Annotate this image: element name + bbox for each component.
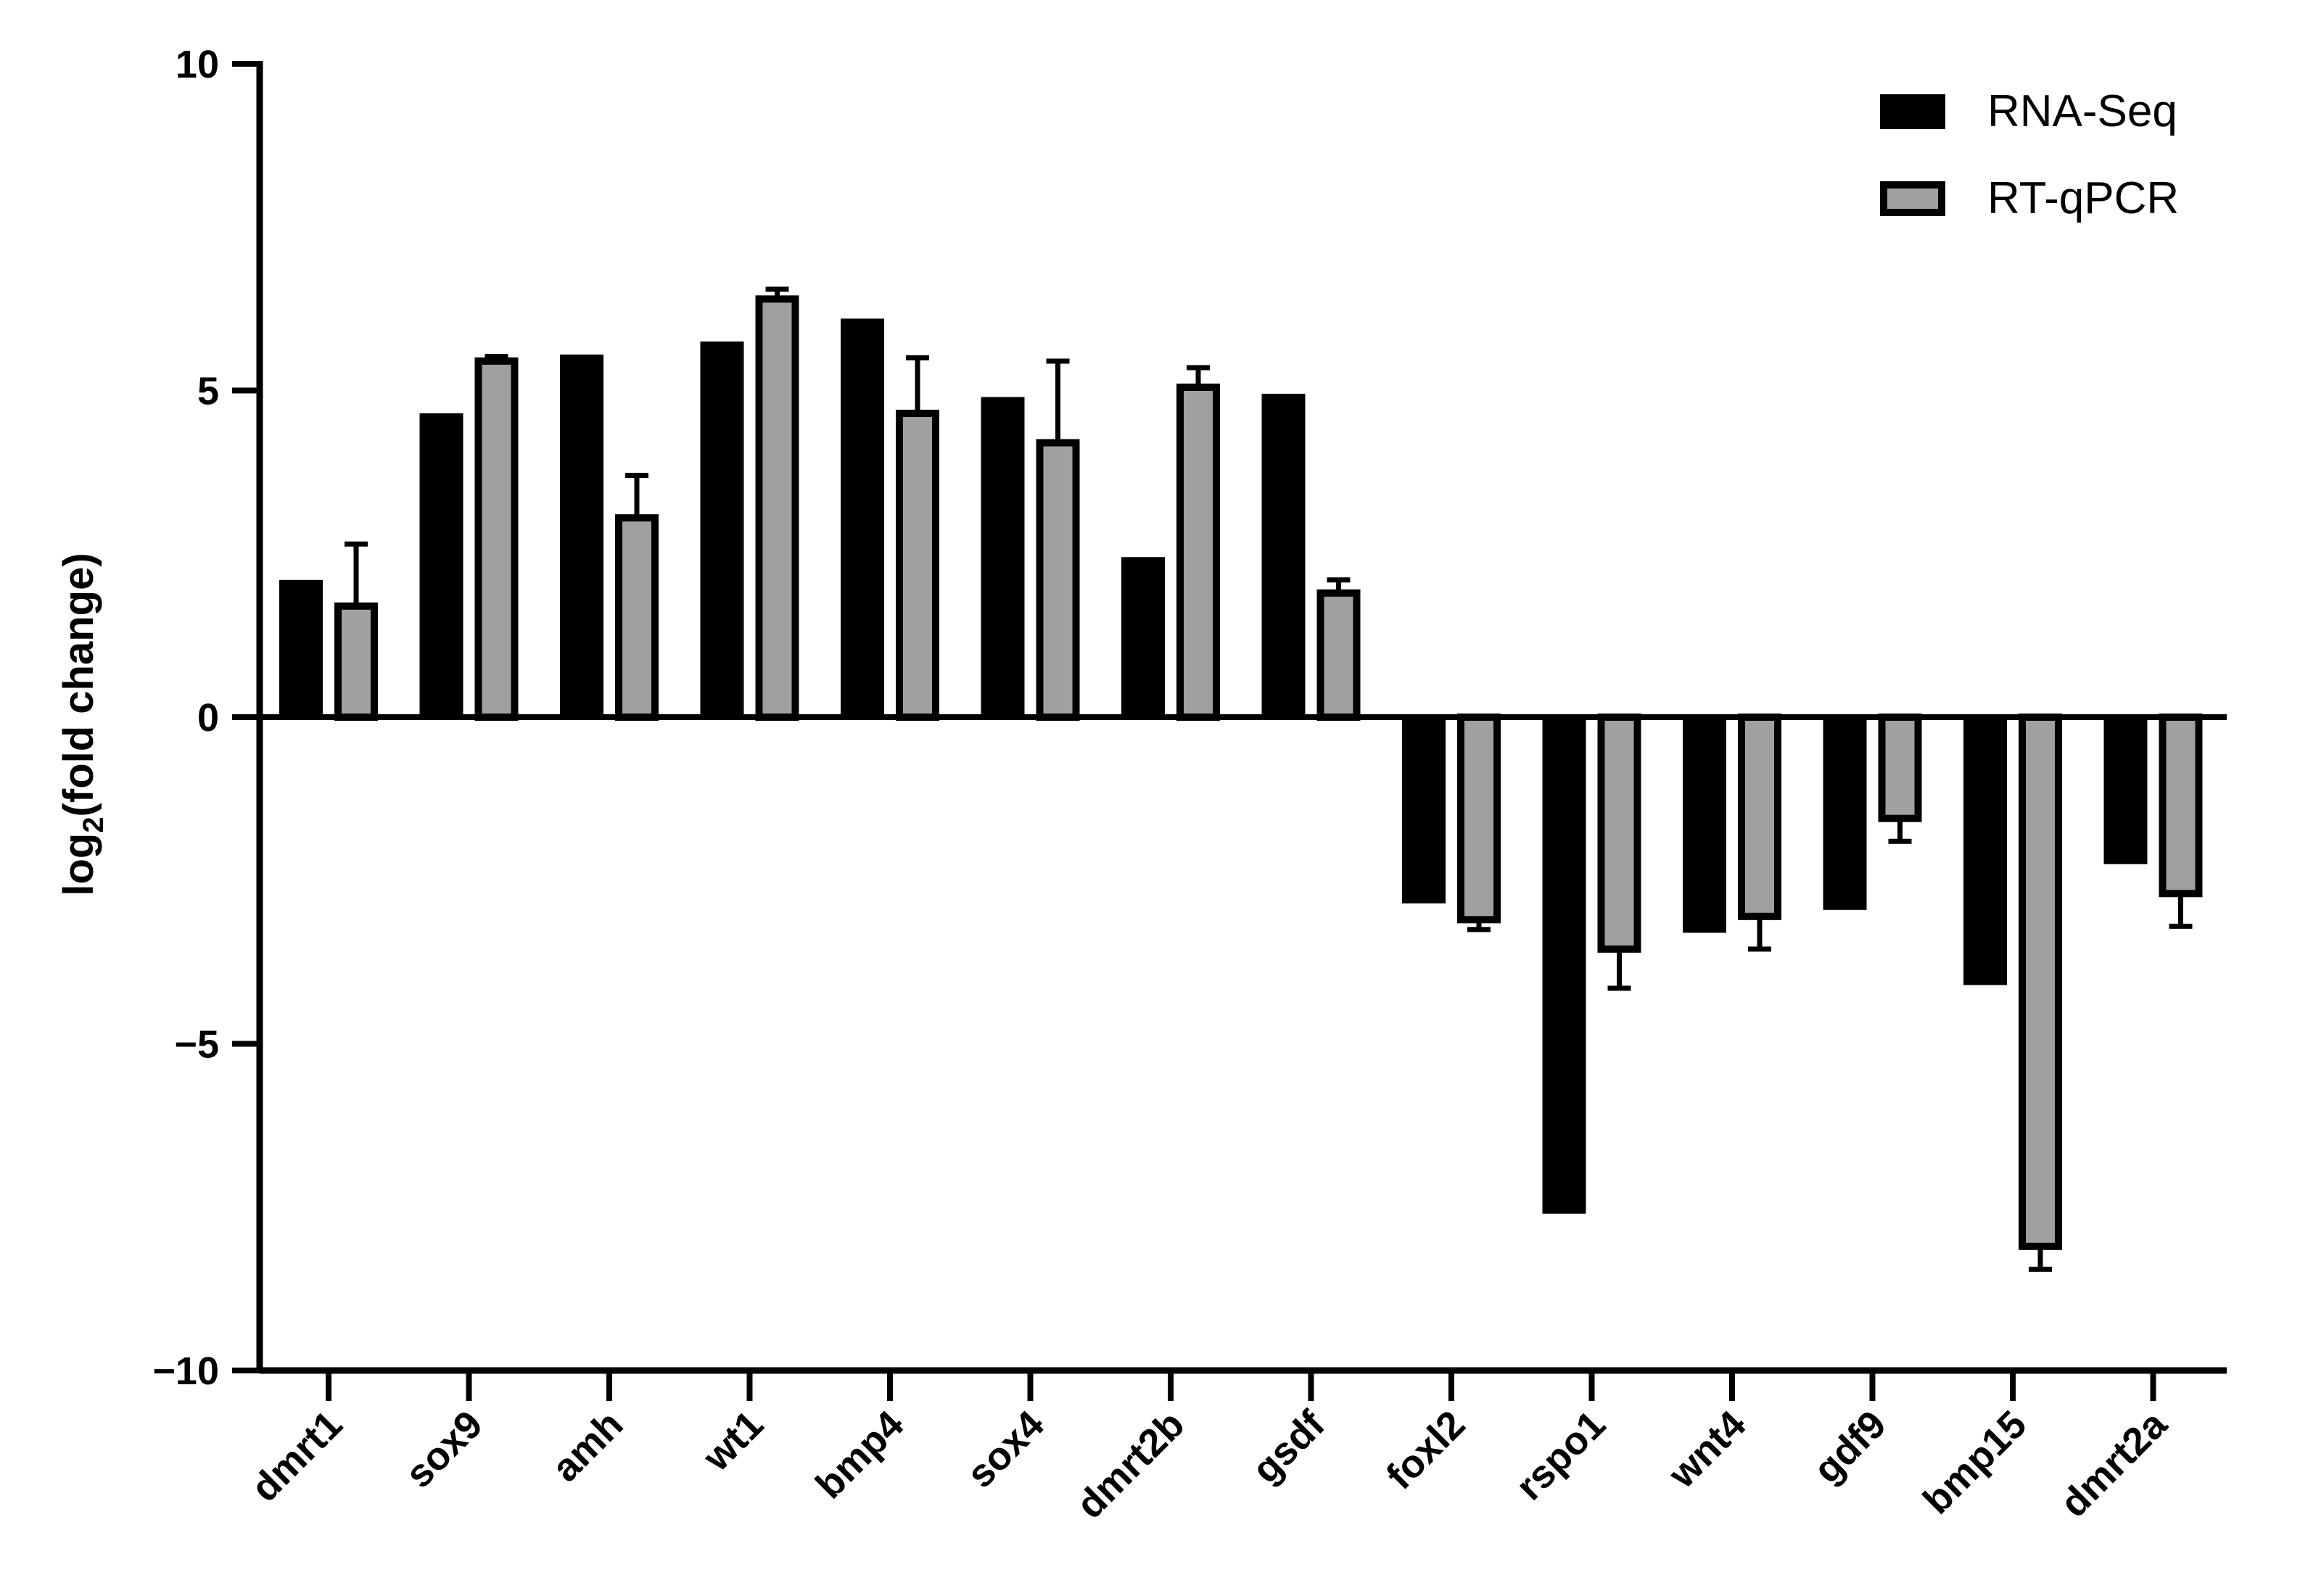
bar-rtqpcr-amh bbox=[615, 514, 659, 721]
x-tick-label-gdf9: gdf9 bbox=[1805, 1402, 1895, 1492]
y-axis-title: log2(fold change) bbox=[55, 553, 110, 896]
bar-rtqpcr-gsdf bbox=[1316, 589, 1361, 721]
bar-rnaseq-bmp4 bbox=[841, 318, 884, 717]
bar-rtqpcr-sox4 bbox=[1036, 439, 1080, 721]
y-axis-title-rest: (fold change) bbox=[55, 553, 102, 816]
bar-rtqpcr-foxl2 bbox=[1457, 714, 1501, 924]
bar-rtqpcr-dmrt2a bbox=[2159, 714, 2203, 898]
bar-rnaseq-gdf9 bbox=[1823, 717, 1867, 910]
x-tick-label-dmrt2a: dmrt2a bbox=[2052, 1402, 2175, 1525]
bar-rnaseq-dmrt1 bbox=[279, 579, 323, 717]
y-tick-label-10: 10 bbox=[176, 43, 219, 86]
bar-rtqpcr-bmp4 bbox=[896, 410, 939, 721]
x-tick-label-foxl2: foxl2 bbox=[1378, 1402, 1474, 1498]
legend-label-rtqpcr: RT-qPCR bbox=[1987, 173, 2179, 223]
bar-rtqpcr-sox9 bbox=[474, 357, 519, 721]
x-tick-label-bmp4: bmp4 bbox=[807, 1402, 912, 1507]
bar-rnaseq-wnt4 bbox=[1683, 717, 1726, 933]
bar-rnaseq-amh bbox=[560, 354, 603, 717]
x-tick-label-wnt4: wnt4 bbox=[1660, 1402, 1754, 1497]
y-tick-label--10: −10 bbox=[152, 1349, 219, 1393]
x-tick-label-gsdf: gsdf bbox=[1244, 1402, 1334, 1492]
x-tick-label-amh: amh bbox=[544, 1402, 632, 1490]
bar-rnaseq-foxl2 bbox=[1402, 717, 1446, 904]
y-tick-label--5: −5 bbox=[174, 1023, 219, 1067]
axes-layer bbox=[232, 61, 2227, 1401]
y-tick-label-5: 5 bbox=[197, 370, 219, 413]
x-tick-label-wt1: wt1 bbox=[694, 1402, 772, 1480]
x-tick-label-sox4: sox4 bbox=[959, 1402, 1052, 1496]
x-tick-label-rspo1: rspo1 bbox=[1508, 1402, 1614, 1508]
y-axis-title-log: log bbox=[55, 833, 102, 896]
bar-rnaseq-dmrt2a bbox=[2103, 717, 2148, 864]
x-tick-label-bmp15: bmp15 bbox=[1915, 1402, 2035, 1523]
legend: RNA-Seq RT-qPCR bbox=[1880, 86, 2179, 223]
bar-rtqpcr-dmrt1 bbox=[334, 602, 378, 721]
bar-rtqpcr-rspo1 bbox=[1597, 714, 1641, 953]
bar-rnaseq-dmrt2b bbox=[1121, 557, 1165, 717]
x-tick-label-dmrt1: dmrt1 bbox=[243, 1402, 351, 1510]
x-tick-label-sox9: sox9 bbox=[397, 1402, 491, 1496]
bar-rtqpcr-dmrt2b bbox=[1176, 383, 1220, 721]
bar-rnaseq-bmp15 bbox=[1963, 717, 2007, 985]
bar-rnaseq-wt1 bbox=[700, 341, 744, 717]
legend-label-rnaseq: RNA-Seq bbox=[1987, 86, 2177, 136]
y-axis-title-subscript: 2 bbox=[78, 816, 110, 832]
bar-rtqpcr-gdf9 bbox=[1878, 714, 1922, 822]
bar-rtqpcr-bmp15 bbox=[2019, 714, 2062, 1250]
bar-rtqpcr-wt1 bbox=[755, 295, 799, 721]
bar-rnaseq-rspo1 bbox=[1542, 717, 1586, 1214]
bars-layer bbox=[279, 286, 2203, 1272]
bar-rtqpcr-wnt4 bbox=[1738, 714, 1781, 920]
x-tick-label-dmrt2b: dmrt2b bbox=[1068, 1402, 1193, 1527]
bar-rnaseq-gsdf bbox=[1261, 394, 1306, 717]
bar-rnaseq-sox9 bbox=[419, 413, 463, 717]
bar-rnaseq-sox4 bbox=[981, 397, 1025, 717]
y-tick-label-0: 0 bbox=[197, 696, 219, 740]
legend-swatch-rnaseq bbox=[1880, 94, 1945, 129]
legend-swatch-rtqpcr bbox=[1880, 181, 1945, 216]
